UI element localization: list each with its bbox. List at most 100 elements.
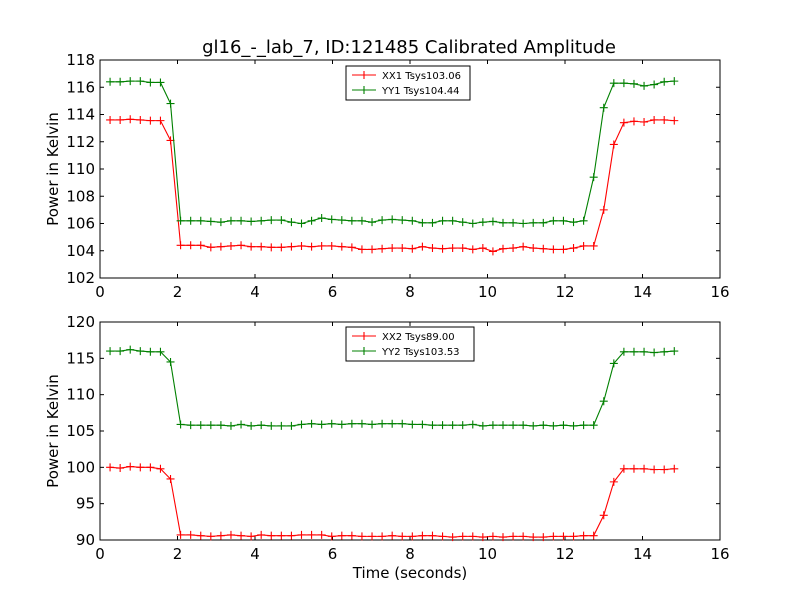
data-point: [327, 532, 336, 541]
data-point: [619, 464, 628, 473]
data-point: [438, 244, 447, 253]
data-point: [368, 245, 377, 254]
x-tick-label: 4: [250, 283, 260, 301]
x-tick-label: 2: [173, 545, 183, 563]
data-point: [499, 244, 507, 253]
data-point: [196, 531, 205, 540]
y-tick-label: 114: [66, 106, 95, 124]
data-point: [539, 218, 548, 227]
data-point: [196, 421, 205, 430]
data-point: [428, 421, 437, 430]
data-point: [267, 243, 276, 252]
data-point: [670, 116, 679, 125]
data-point: [176, 530, 185, 539]
data-point: [458, 421, 467, 430]
data-point: [529, 218, 538, 227]
data-point: [408, 244, 417, 253]
x-tick-label: 0: [95, 545, 105, 563]
data-point: [257, 421, 266, 430]
data-point: [529, 244, 538, 253]
data-point: [650, 465, 659, 474]
data-point: [660, 465, 669, 474]
data-point: [438, 421, 447, 430]
y-tick-label: 110: [66, 386, 95, 404]
data-point: [327, 241, 336, 250]
data-point: [186, 216, 195, 225]
data-point: [287, 531, 296, 540]
data-point: [146, 347, 155, 356]
data-point: [216, 242, 225, 251]
data-point: [640, 117, 649, 126]
data-point: [206, 243, 215, 252]
data-point: [599, 511, 608, 520]
data-point: [629, 79, 638, 88]
data-point: [287, 242, 296, 251]
data-point: [297, 530, 306, 539]
data-point: [640, 347, 649, 356]
data-point: [609, 79, 618, 88]
data-point: [186, 530, 195, 539]
data-point: [559, 532, 568, 541]
data-point: [136, 463, 145, 472]
data-point: [398, 532, 407, 541]
data-point: [146, 463, 155, 472]
data-point: [499, 533, 507, 542]
data-point: [337, 242, 346, 251]
data-point: [418, 420, 427, 429]
data-point: [599, 205, 608, 214]
x-tick-label: 10: [478, 545, 497, 563]
legend-marker: [360, 71, 368, 79]
data-point: [549, 245, 558, 254]
data-point: [347, 531, 356, 540]
legend: XX2 Tsys89.00 YY2 Tsys103.53: [345, 326, 475, 362]
data-point: [216, 531, 225, 540]
data-point: [226, 216, 235, 225]
data-point: [468, 245, 477, 254]
data-point: [226, 421, 235, 430]
data-point: [297, 241, 306, 250]
data-point: [307, 242, 316, 251]
data-point: [589, 531, 598, 540]
data-point: [559, 245, 568, 254]
data-point: [237, 241, 246, 250]
data-point: [186, 421, 195, 430]
data-point: [156, 78, 165, 87]
data-point: [569, 218, 578, 227]
data-point: [196, 216, 205, 225]
data-point: [357, 245, 366, 254]
data-point: [509, 532, 518, 541]
data-point: [428, 531, 437, 540]
legend-marker: [360, 332, 368, 340]
y-tick-label: 115: [66, 349, 95, 367]
data-point: [579, 216, 588, 225]
data-point: [509, 244, 518, 253]
data-point: [257, 530, 266, 539]
data-point: [378, 532, 387, 541]
data-point: [579, 241, 588, 250]
data-point: [650, 115, 659, 124]
data-point: [509, 421, 518, 430]
data-point: [388, 215, 397, 224]
data-point: [216, 421, 225, 430]
data-point: [660, 115, 669, 124]
data-point: [297, 420, 306, 429]
data-point: [408, 216, 417, 225]
data-point: [670, 77, 679, 86]
data-point: [579, 421, 588, 430]
x-tick-label: 6: [328, 283, 338, 301]
data-point: [297, 219, 306, 228]
data-point: [317, 241, 326, 250]
y-tick-label: 116: [66, 78, 95, 96]
data-point: [448, 533, 457, 542]
data-point: [670, 347, 679, 356]
data-point: [418, 242, 427, 251]
data-point: [579, 531, 588, 540]
data-point: [317, 214, 326, 223]
y-tick-label: 118: [66, 51, 95, 69]
data-point: [116, 347, 125, 356]
x-tick-label: 8: [405, 283, 415, 301]
data-point: [237, 216, 246, 225]
y-tick-label: 106: [66, 215, 95, 233]
y-tick-label: 95: [76, 495, 95, 513]
legend-marker: [360, 86, 368, 94]
